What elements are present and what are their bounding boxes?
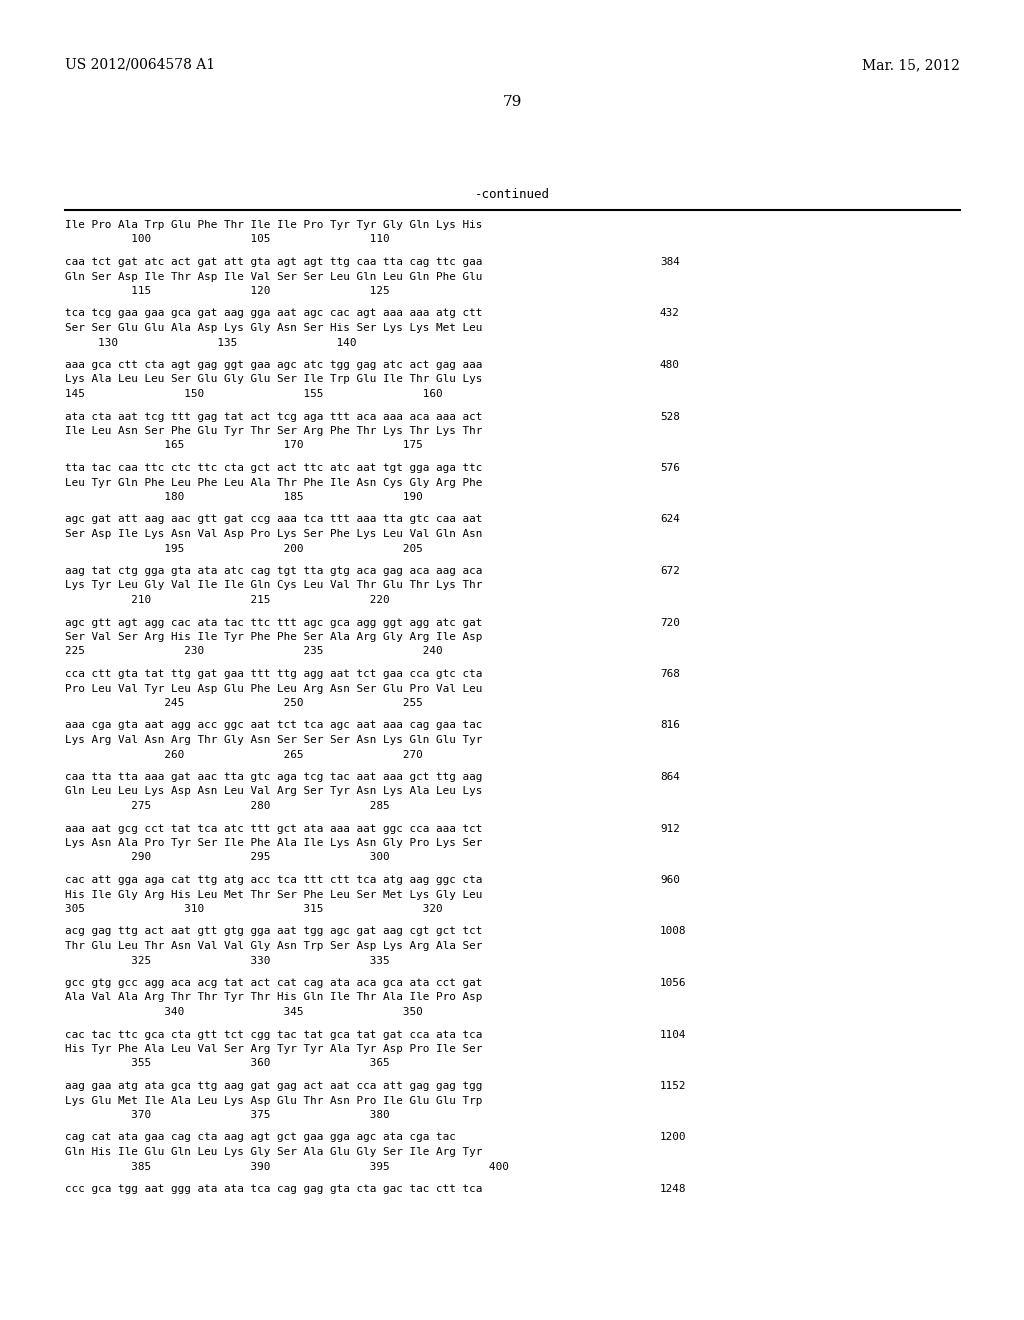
Text: aaa gca ctt cta agt gag ggt gaa agc atc tgg gag atc act gag aaa: aaa gca ctt cta agt gag ggt gaa agc atc … (65, 360, 482, 370)
Text: cac tac ttc gca cta gtt tct cgg tac tat gca tat gat cca ata tca: cac tac ttc gca cta gtt tct cgg tac tat … (65, 1030, 482, 1040)
Text: 672: 672 (660, 566, 680, 576)
Text: 816: 816 (660, 721, 680, 730)
Text: aag gaa atg ata gca ttg aag gat gag act aat cca att gag gag tgg: aag gaa atg ata gca ttg aag gat gag act … (65, 1081, 482, 1092)
Text: Ile Pro Ala Trp Glu Phe Thr Ile Ile Pro Tyr Tyr Gly Gln Lys His: Ile Pro Ala Trp Glu Phe Thr Ile Ile Pro … (65, 220, 482, 230)
Text: His Tyr Phe Ala Leu Val Ser Arg Tyr Tyr Ala Tyr Asp Pro Ile Ser: His Tyr Phe Ala Leu Val Ser Arg Tyr Tyr … (65, 1044, 482, 1053)
Text: 960: 960 (660, 875, 680, 884)
Text: 340               345               350: 340 345 350 (65, 1007, 423, 1016)
Text: His Ile Gly Arg His Leu Met Thr Ser Phe Leu Ser Met Lys Gly Leu: His Ile Gly Arg His Leu Met Thr Ser Phe … (65, 890, 482, 899)
Text: Ile Leu Asn Ser Phe Glu Tyr Thr Ser Arg Phe Thr Lys Thr Lys Thr: Ile Leu Asn Ser Phe Glu Tyr Thr Ser Arg … (65, 426, 482, 436)
Text: -continued: -continued (474, 187, 550, 201)
Text: Lys Glu Met Ile Ala Leu Lys Asp Glu Thr Asn Pro Ile Glu Glu Trp: Lys Glu Met Ile Ala Leu Lys Asp Glu Thr … (65, 1096, 482, 1106)
Text: caa tct gat atc act gat att gta agt agt ttg caa tta cag ttc gaa: caa tct gat atc act gat att gta agt agt … (65, 257, 482, 267)
Text: acg gag ttg act aat gtt gtg gga aat tgg agc gat aag cgt gct tct: acg gag ttg act aat gtt gtg gga aat tgg … (65, 927, 482, 936)
Text: cca ctt gta tat ttg gat gaa ttt ttg agg aat tct gaa cca gtc cta: cca ctt gta tat ttg gat gaa ttt ttg agg … (65, 669, 482, 678)
Text: ccc gca tgg aat ggg ata ata tca cag gag gta cta gac tac ctt tca: ccc gca tgg aat ggg ata ata tca cag gag … (65, 1184, 482, 1195)
Text: aag tat ctg gga gta ata atc cag tgt tta gtg aca gag aca aag aca: aag tat ctg gga gta ata atc cag tgt tta … (65, 566, 482, 576)
Text: Ser Val Ser Arg His Ile Tyr Phe Phe Ser Ala Arg Gly Arg Ile Asp: Ser Val Ser Arg His Ile Tyr Phe Phe Ser … (65, 632, 482, 642)
Text: 912: 912 (660, 824, 680, 833)
Text: 290               295               300: 290 295 300 (65, 853, 389, 862)
Text: 864: 864 (660, 772, 680, 781)
Text: 385               390               395               400: 385 390 395 400 (65, 1162, 509, 1172)
Text: 370               375               380: 370 375 380 (65, 1110, 389, 1119)
Text: 432: 432 (660, 309, 680, 318)
Text: caa tta tta aaa gat aac tta gtc aga tcg tac aat aaa gct ttg aag: caa tta tta aaa gat aac tta gtc aga tcg … (65, 772, 482, 781)
Text: tca tcg gaa gaa gca gat aag gga aat agc cac agt aaa aaa atg ctt: tca tcg gaa gaa gca gat aag gga aat agc … (65, 309, 482, 318)
Text: Lys Arg Val Asn Arg Thr Gly Asn Ser Ser Ser Asn Lys Gln Glu Tyr: Lys Arg Val Asn Arg Thr Gly Asn Ser Ser … (65, 735, 482, 744)
Text: ata cta aat tcg ttt gag tat act tcg aga ttt aca aaa aca aaa act: ata cta aat tcg ttt gag tat act tcg aga … (65, 412, 482, 421)
Text: 225               230               235               240: 225 230 235 240 (65, 647, 442, 656)
Text: 145               150               155               160: 145 150 155 160 (65, 389, 442, 399)
Text: 768: 768 (660, 669, 680, 678)
Text: Ala Val Ala Arg Thr Thr Tyr Thr His Gln Ile Thr Ala Ile Pro Asp: Ala Val Ala Arg Thr Thr Tyr Thr His Gln … (65, 993, 482, 1002)
Text: 210               215               220: 210 215 220 (65, 595, 389, 605)
Text: 260               265               270: 260 265 270 (65, 750, 423, 759)
Text: 576: 576 (660, 463, 680, 473)
Text: 1248: 1248 (660, 1184, 686, 1195)
Text: Gln Ser Asp Ile Thr Asp Ile Val Ser Ser Leu Gln Leu Gln Phe Glu: Gln Ser Asp Ile Thr Asp Ile Val Ser Ser … (65, 272, 482, 281)
Text: agc gat att aag aac gtt gat ccg aaa tca ttt aaa tta gtc caa aat: agc gat att aag aac gtt gat ccg aaa tca … (65, 515, 482, 524)
Text: cac att gga aga cat ttg atg acc tca ttt ctt tca atg aag ggc cta: cac att gga aga cat ttg atg acc tca ttt … (65, 875, 482, 884)
Text: 1200: 1200 (660, 1133, 686, 1143)
Text: Lys Asn Ala Pro Tyr Ser Ile Phe Ala Ile Lys Asn Gly Pro Lys Ser: Lys Asn Ala Pro Tyr Ser Ile Phe Ala Ile … (65, 838, 482, 847)
Text: 720: 720 (660, 618, 680, 627)
Text: Ser Asp Ile Lys Asn Val Asp Pro Lys Ser Phe Lys Leu Val Gln Asn: Ser Asp Ile Lys Asn Val Asp Pro Lys Ser … (65, 529, 482, 539)
Text: 79: 79 (503, 95, 521, 110)
Text: 325               330               335: 325 330 335 (65, 956, 389, 965)
Text: US 2012/0064578 A1: US 2012/0064578 A1 (65, 58, 215, 73)
Text: agc gtt agt agg cac ata tac ttc ttt agc gca agg ggt agg atc gat: agc gtt agt agg cac ata tac ttc ttt agc … (65, 618, 482, 627)
Text: gcc gtg gcc agg aca acg tat act cat cag ata aca gca ata cct gat: gcc gtg gcc agg aca acg tat act cat cag … (65, 978, 482, 987)
Text: 1056: 1056 (660, 978, 686, 987)
Text: Lys Tyr Leu Gly Val Ile Ile Gln Cys Leu Val Thr Glu Thr Lys Thr: Lys Tyr Leu Gly Val Ile Ile Gln Cys Leu … (65, 581, 482, 590)
Text: 1008: 1008 (660, 927, 686, 936)
Text: 355               360               365: 355 360 365 (65, 1059, 389, 1068)
Text: Ser Ser Glu Glu Ala Asp Lys Gly Asn Ser His Ser Lys Lys Met Leu: Ser Ser Glu Glu Ala Asp Lys Gly Asn Ser … (65, 323, 482, 333)
Text: 1152: 1152 (660, 1081, 686, 1092)
Text: Lys Ala Leu Leu Ser Glu Gly Glu Ser Ile Trp Glu Ile Thr Glu Lys: Lys Ala Leu Leu Ser Glu Gly Glu Ser Ile … (65, 375, 482, 384)
Text: 180               185               190: 180 185 190 (65, 492, 423, 502)
Text: Pro Leu Val Tyr Leu Asp Glu Phe Leu Arg Asn Ser Glu Pro Val Leu: Pro Leu Val Tyr Leu Asp Glu Phe Leu Arg … (65, 684, 482, 693)
Text: 165               170               175: 165 170 175 (65, 441, 423, 450)
Text: 100               105               110: 100 105 110 (65, 235, 389, 244)
Text: 1104: 1104 (660, 1030, 686, 1040)
Text: aaa aat gcg cct tat tca atc ttt gct ata aaa aat ggc cca aaa tct: aaa aat gcg cct tat tca atc ttt gct ata … (65, 824, 482, 833)
Text: cag cat ata gaa cag cta aag agt gct gaa gga agc ata cga tac: cag cat ata gaa cag cta aag agt gct gaa … (65, 1133, 456, 1143)
Text: Thr Glu Leu Thr Asn Val Val Gly Asn Trp Ser Asp Lys Arg Ala Ser: Thr Glu Leu Thr Asn Val Val Gly Asn Trp … (65, 941, 482, 950)
Text: 245               250               255: 245 250 255 (65, 698, 423, 708)
Text: tta tac caa ttc ctc ttc cta gct act ttc atc aat tgt gga aga ttc: tta tac caa ttc ctc ttc cta gct act ttc … (65, 463, 482, 473)
Text: 480: 480 (660, 360, 680, 370)
Text: 115               120               125: 115 120 125 (65, 286, 389, 296)
Text: Gln His Ile Glu Gln Leu Lys Gly Ser Ala Glu Gly Ser Ile Arg Tyr: Gln His Ile Glu Gln Leu Lys Gly Ser Ala … (65, 1147, 482, 1158)
Text: 195               200               205: 195 200 205 (65, 544, 423, 553)
Text: Leu Tyr Gln Phe Leu Phe Leu Ala Thr Phe Ile Asn Cys Gly Arg Phe: Leu Tyr Gln Phe Leu Phe Leu Ala Thr Phe … (65, 478, 482, 487)
Text: 624: 624 (660, 515, 680, 524)
Text: 384: 384 (660, 257, 680, 267)
Text: 275               280               285: 275 280 285 (65, 801, 389, 810)
Text: 130               135               140: 130 135 140 (65, 338, 356, 347)
Text: 528: 528 (660, 412, 680, 421)
Text: aaa cga gta aat agg acc ggc aat tct tca agc aat aaa cag gaa tac: aaa cga gta aat agg acc ggc aat tct tca … (65, 721, 482, 730)
Text: Mar. 15, 2012: Mar. 15, 2012 (862, 58, 961, 73)
Text: Gln Leu Leu Lys Asp Asn Leu Val Arg Ser Tyr Asn Lys Ala Leu Lys: Gln Leu Leu Lys Asp Asn Leu Val Arg Ser … (65, 787, 482, 796)
Text: 305               310               315               320: 305 310 315 320 (65, 904, 442, 913)
